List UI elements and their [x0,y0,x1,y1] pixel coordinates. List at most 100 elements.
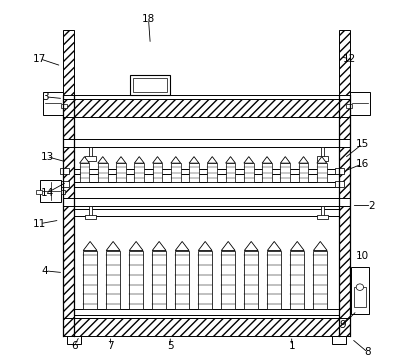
Bar [189,163,199,182]
Polygon shape [244,157,254,163]
Bar [339,30,350,336]
Text: 8: 8 [365,347,371,357]
Bar [59,181,69,187]
Bar [267,250,281,309]
Bar [354,287,366,307]
Bar [225,163,235,182]
Bar [321,206,324,217]
Bar [63,139,350,147]
Bar [280,163,290,182]
Bar [131,75,170,95]
Bar [317,156,328,161]
Bar [67,336,81,344]
Bar [335,168,344,174]
Text: 11: 11 [33,219,46,229]
Ellipse shape [356,284,363,290]
Text: 9: 9 [339,320,346,330]
Polygon shape [98,157,108,163]
Bar [262,163,272,182]
Text: 5: 5 [167,341,173,351]
Polygon shape [244,241,258,250]
Bar [80,163,89,182]
Polygon shape [134,157,144,163]
Polygon shape [80,157,89,163]
Bar [83,250,97,309]
Bar [63,318,350,336]
Text: 7: 7 [107,341,114,351]
Text: 18: 18 [142,14,155,24]
Bar [317,215,328,219]
Bar [59,168,69,174]
Text: 16: 16 [356,159,369,169]
Polygon shape [152,241,166,250]
Bar [171,163,180,182]
Bar [43,92,63,115]
Bar [152,250,166,309]
Bar [321,147,324,158]
Bar [74,169,339,174]
Bar [317,163,327,182]
Bar [85,215,96,219]
Text: 6: 6 [71,341,78,351]
Polygon shape [221,241,235,250]
Polygon shape [299,157,309,163]
Bar [40,180,62,202]
Bar [153,163,162,182]
Polygon shape [153,157,162,163]
Bar [332,336,346,344]
Polygon shape [198,241,212,250]
Polygon shape [313,241,327,250]
Bar [335,181,344,187]
Bar [116,163,126,182]
Bar [63,95,350,99]
Polygon shape [225,157,235,163]
Bar [221,250,235,309]
Bar [313,250,327,309]
Bar [134,163,144,182]
Text: 2: 2 [368,201,375,210]
Bar [198,250,212,309]
Bar [98,163,108,182]
Polygon shape [317,157,327,163]
Polygon shape [171,157,180,163]
Bar [346,104,351,108]
Bar [63,30,74,336]
Bar [63,99,350,117]
Bar [351,267,369,314]
Bar [175,250,189,309]
Text: 1: 1 [288,341,295,351]
Bar [129,250,143,309]
Text: 3: 3 [42,92,48,102]
Bar [290,250,304,309]
Polygon shape [106,241,120,250]
Text: 15: 15 [356,139,369,149]
Bar [36,190,42,194]
Text: 10: 10 [356,251,369,261]
Bar [133,78,167,92]
Bar [244,163,254,182]
Text: 4: 4 [42,266,48,276]
Polygon shape [83,241,97,250]
Bar [62,104,67,108]
Text: 12: 12 [343,54,356,64]
Bar [299,163,309,182]
Polygon shape [189,157,199,163]
Bar [89,147,92,158]
Bar [89,206,92,217]
Polygon shape [175,241,189,250]
Bar [85,156,96,161]
Polygon shape [207,157,217,163]
Polygon shape [116,157,126,163]
Text: 14: 14 [40,188,54,198]
Bar [106,250,120,309]
Polygon shape [280,157,290,163]
Bar [207,163,217,182]
Bar [350,92,370,115]
Bar [74,309,339,315]
Polygon shape [262,157,272,163]
Text: 13: 13 [40,152,54,162]
Bar [62,190,65,194]
Text: 17: 17 [33,54,46,64]
Bar [74,209,339,216]
Polygon shape [290,241,304,250]
